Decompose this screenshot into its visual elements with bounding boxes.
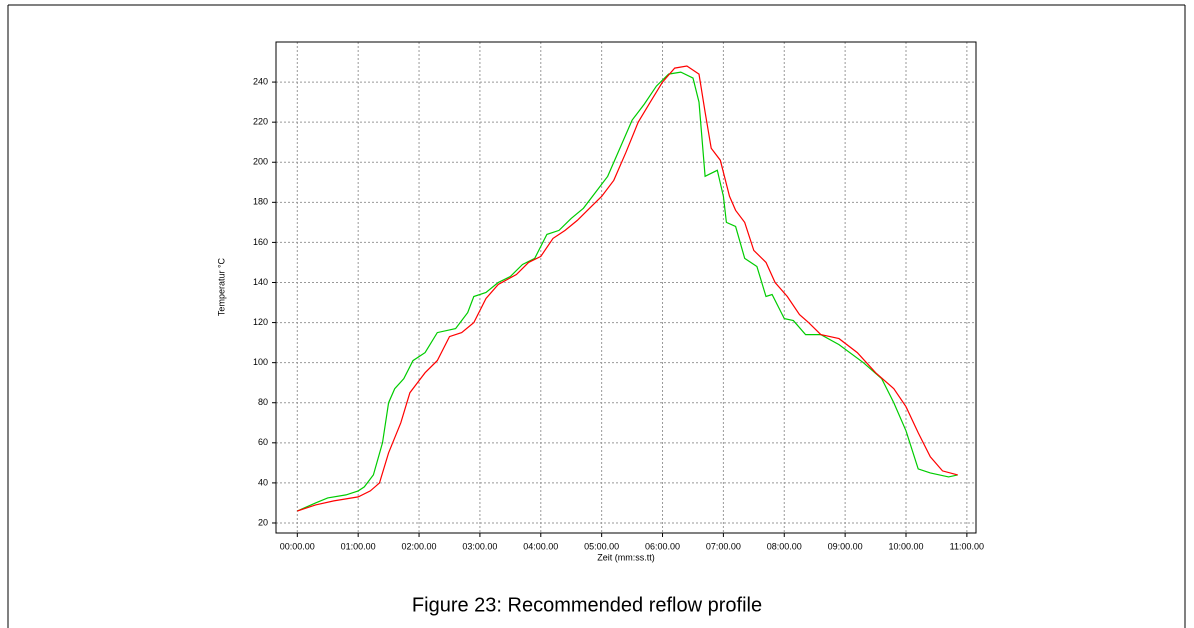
y-tick-label: 80 <box>258 397 268 407</box>
plot-border <box>275 41 977 534</box>
y-tick-label: 20 <box>258 517 268 527</box>
x-tick-label: 09:00.00 <box>828 541 863 551</box>
y-axis-label: Temperatur °C <box>216 257 226 316</box>
x-tick-label: 01:00.00 <box>341 541 376 551</box>
x-tick-label: 07:00.00 <box>706 541 741 551</box>
y-tick-label: 240 <box>253 76 268 86</box>
x-tick-label: 10:00.00 <box>888 541 923 551</box>
data-line <box>297 65 958 512</box>
y-tick-label: 40 <box>258 477 268 487</box>
x-tick-label: 05:00.00 <box>584 541 619 551</box>
y-tick-label: 220 <box>253 117 268 127</box>
x-tick-label: 00:00.00 <box>280 541 315 551</box>
x-tick-label: 03:00.00 <box>462 541 497 551</box>
x-tick-label: 06:00.00 <box>645 541 680 551</box>
x-tick-label: 04:00.00 <box>523 541 558 551</box>
y-tick-label: 60 <box>258 437 268 447</box>
x-tick-label: 08:00.00 <box>767 541 802 551</box>
y-tick-label: 120 <box>253 317 268 327</box>
y-tick-label: 100 <box>253 357 268 367</box>
figure-caption: Figure 23: Recommended reflow profile <box>412 594 762 616</box>
x-tick-label: 02:00.00 <box>402 541 437 551</box>
plot-area <box>276 42 976 533</box>
y-tick-label: 140 <box>253 277 268 287</box>
y-tick-label: 180 <box>253 197 268 207</box>
x-tick-label: 11:00.00 <box>950 541 984 551</box>
x-axis-label: Zeit (mm:ss.tt) <box>597 552 655 562</box>
y-tick-label: 200 <box>253 157 268 167</box>
data-line <box>297 71 958 512</box>
y-tick-label: 160 <box>253 237 268 247</box>
